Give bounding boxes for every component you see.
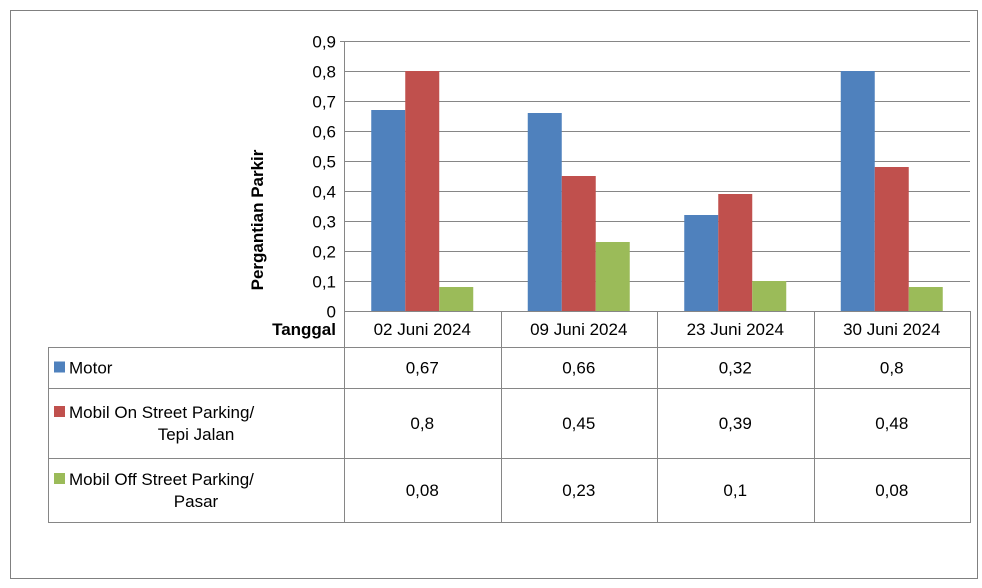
data-label: 0,32 [719,359,752,378]
data-label: 0,67 [406,359,439,378]
y-tick-label: 0,9 [312,33,336,52]
legend-key [54,406,65,417]
y-tick-label: 0,6 [312,123,336,142]
y-tick-label: 0,7 [312,93,336,112]
y-tick-label: 0 [327,303,336,322]
data-label: 0,39 [719,414,752,433]
data-label: 0,08 [875,481,908,500]
bar [561,176,596,311]
legend-key [54,361,65,373]
data-label: 0,1 [723,481,747,500]
bar [405,71,440,311]
data-label: 0,23 [562,481,595,500]
category-label: 30 Juni 2024 [843,320,940,339]
bar [908,287,943,311]
legend-key [54,473,65,484]
gridlines [344,41,970,282]
x-axis-title: Tanggal [272,320,336,339]
bar [439,287,474,311]
bar [752,281,787,311]
y-tick-label: 0,2 [312,243,336,262]
legend-label: Mobil Off Street Parking/ [69,470,254,489]
y-tick-label: 0,1 [312,273,336,292]
category-label: 02 Juni 2024 [374,320,471,339]
legend-label: Pasar [174,492,219,511]
bars [371,71,943,311]
data-table: Tanggal 02 Juni 2024 09 Juni 2024 23 Juni 2… [48,311,971,523]
bar [840,71,875,311]
category-label: 23 Juni 2024 [687,320,784,339]
bar [595,242,630,311]
bar [718,194,753,311]
bar [874,167,909,311]
y-tick-label: 0,4 [312,183,336,202]
y-tick-label: 0,5 [312,153,336,172]
bar [371,110,406,311]
legend-label: Mobil On Street Parking/ [69,403,254,422]
y-axis-title: Pergantian Parkir [248,149,267,290]
y-axis: 0 0,1 0,2 0,3 0,4 0,5 0,6 0,7 0,8 0,9 [312,33,345,322]
data-label: 0,66 [562,359,595,378]
bar [527,113,562,311]
bar [684,215,719,311]
data-label: 0,8 [880,359,904,378]
data-label: 0,08 [406,481,439,500]
y-tick-label: 0,3 [312,213,336,232]
legend-label: Tepi Jalan [158,425,235,444]
legend-label: Motor [69,359,113,378]
data-label: 0,45 [562,414,595,433]
data-label: 0,48 [875,414,908,433]
chart-border [10,10,978,579]
category-label: 09 Juni 2024 [530,320,627,339]
y-tick-label: 0,8 [312,63,336,82]
data-label: 0,8 [410,414,434,433]
